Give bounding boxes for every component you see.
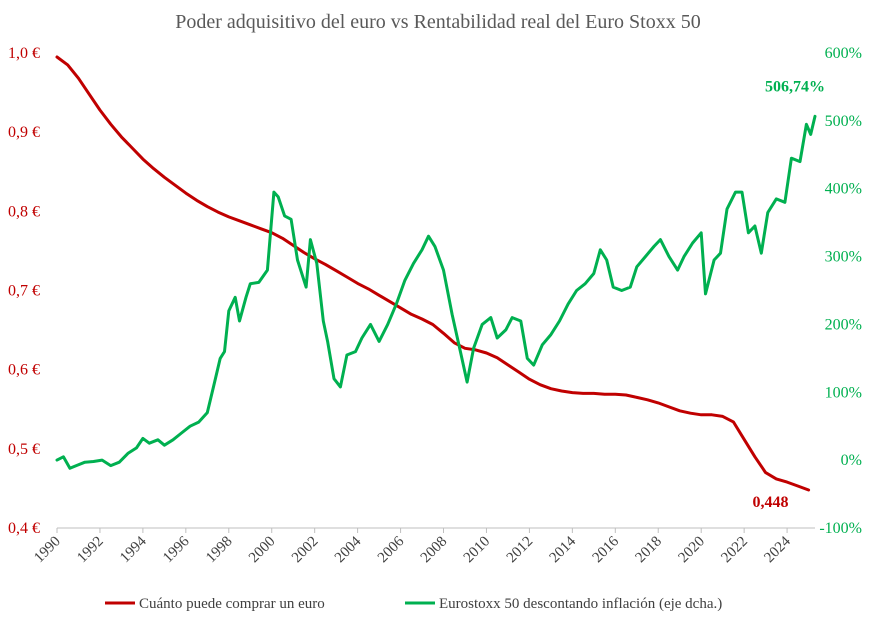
x-tick-label: 2006 [375,533,408,566]
series-line-eurostoxx-real [55,114,817,470]
y-left-tick-label: 0,8 € [8,203,40,220]
y-right-tick-label: 400% [825,181,862,198]
x-tick-label: 2000 [246,534,279,567]
annotation-layer: 0,448 506,74% [753,78,825,511]
x-tick-label: 2012 [504,534,537,567]
y-right-tick-label: -100% [819,520,862,537]
y-right-tick-label: 600% [825,45,862,62]
y-right-tick-label: 100% [825,384,862,401]
x-tick-label: 2002 [289,534,322,567]
axes-layer: 1990 1992 1994 1996 1998 2000 2002 2004 2006 2008… [8,45,862,566]
x-tick-label: 2004 [332,533,365,566]
annotation-final-eurostoxx-value: 506,74% [765,78,825,95]
x-tick-label: 2024 [761,533,794,566]
x-tick-label: 2014 [547,533,580,566]
y-left-tick-label: 0,5 € [8,441,40,458]
y-left-tick-label: 1,0 € [8,45,40,62]
x-tick-label: 2022 [718,534,751,567]
legend-label: Cuánto puede comprar un euro [139,596,325,612]
x-tick-label: 1996 [160,533,193,566]
y-right-tick-label: 200% [825,316,862,333]
series-layer [55,55,817,492]
y-left-tick-label: 0,6 € [8,362,40,379]
y-left-tick-label: 0,4 € [8,520,40,537]
x-tick-label: 2018 [633,534,666,567]
y-left-tick-label: 0,9 € [8,124,40,141]
x-tick-label: 1994 [117,533,150,566]
x-tick-label: 1992 [74,534,107,567]
x-tick-label: 2008 [418,534,451,567]
x-tick-label: 1990 [31,534,64,567]
y-right-tick-label: 500% [825,113,862,130]
y-left-tick-label: 0,7 € [8,283,40,300]
y-right-tick-label: 0% [841,452,862,469]
x-tick-label: 2016 [590,533,623,566]
series-line-euro-purchasing-power [55,55,811,492]
x-tick-label: 1998 [203,534,236,567]
annotation-final-euro-value: 0,448 [753,494,789,511]
legend: Cuánto puede comprar un euro Eurostoxx 50… [105,596,722,612]
chart-title: Poder adquisitivo del euro vs Rentabilid… [175,11,700,33]
y-right-tick-label: 300% [825,249,862,266]
x-tick-label: 2020 [675,534,708,567]
legend-label: Eurostoxx 50 descontando inflación (eje … [439,596,722,612]
x-tick-label: 2010 [461,534,494,567]
